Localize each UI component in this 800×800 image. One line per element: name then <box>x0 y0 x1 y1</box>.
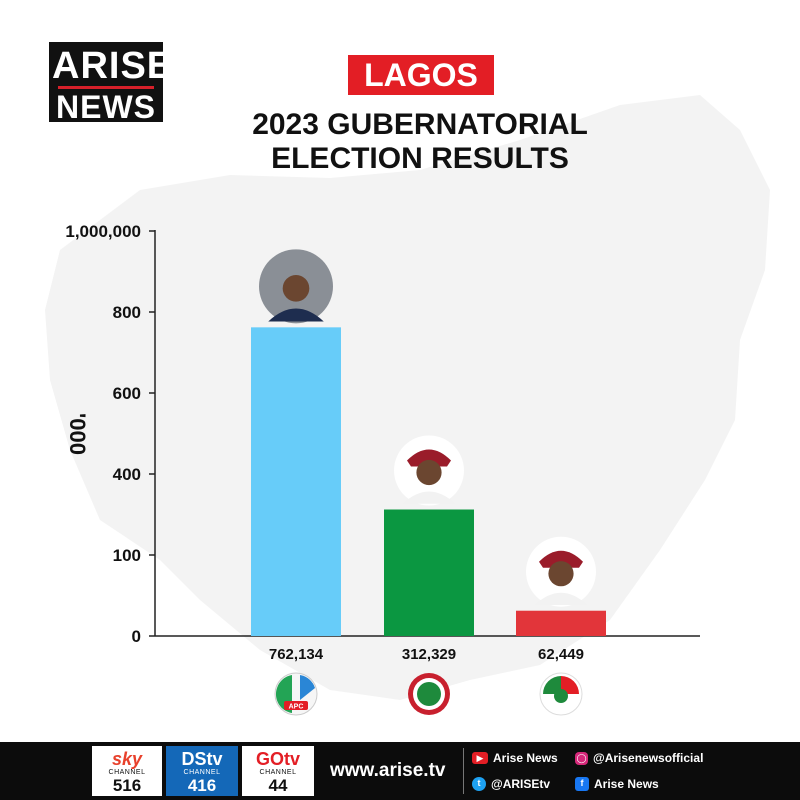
footer-divider <box>463 748 464 794</box>
region-label: LAGOS <box>348 55 494 95</box>
youtube-icon: ▶ <box>472 752 488 764</box>
y-tick-label: 100 <box>113 546 141 565</box>
y-tick-label: 1,000,000 <box>65 222 141 241</box>
chart-title-line-1: 2023 GUBERNATORIAL <box>252 108 588 141</box>
logo-line-2: NEWS <box>56 89 156 125</box>
social-instagram[interactable]: ◯ @Arisenewsofficial <box>575 751 703 765</box>
channel-gotv-label: CHANNEL <box>259 769 297 776</box>
y-tick-label: 400 <box>113 465 141 484</box>
channel-gotv-number: 44 <box>268 776 288 795</box>
y-tick-label: 800 <box>113 303 141 322</box>
social-twitter[interactable]: t @ARISEtv <box>472 777 550 791</box>
social-facebook[interactable]: f Arise News <box>575 777 659 791</box>
party-logo-apc: APC <box>274 672 318 716</box>
chart-title: 2023 GUBERNATORIAL ELECTION RESULTS <box>200 108 640 176</box>
y-tick-label: 0 <box>132 627 141 646</box>
channel-sky-label: CHANNEL <box>108 769 146 776</box>
y-tick-label: 600 <box>113 384 141 403</box>
party-logo-lp <box>408 673 450 715</box>
y-axis-label: '000 <box>65 413 90 455</box>
social-instagram-handle: @Arisenewsofficial <box>593 751 704 765</box>
chart-title-line-2: ELECTION RESULTS <box>271 142 569 175</box>
facebook-icon: f <box>575 777 589 791</box>
channel-sky-number: 516 <box>112 776 142 795</box>
party-logo-apc-text: APC <box>289 704 304 711</box>
channel-dstv-number: 416 <box>187 776 217 795</box>
candidate-portrait-pdp <box>526 536 596 607</box>
party-logo-pdp <box>539 672 583 716</box>
channel-dstv-brand: DStv <box>181 749 223 769</box>
arise-news-logo: ARISE NEWS <box>49 42 174 125</box>
social-facebook-handle: Arise News <box>594 777 659 791</box>
value-label: 62,449 <box>538 646 584 663</box>
channel-gotv: GOtv CHANNEL 44 <box>242 746 314 796</box>
logo-line-1: ARISE <box>52 45 174 87</box>
channel-sky-brand: sky <box>111 749 143 769</box>
channel-dstv: DStv CHANNEL 416 <box>166 746 238 796</box>
bar-pdp <box>516 610 606 636</box>
twitter-icon: t <box>472 777 486 791</box>
social-youtube-handle: Arise News <box>493 751 558 765</box>
bar-apc <box>251 327 341 636</box>
channel-dstv-label: CHANNEL <box>183 769 221 776</box>
value-label: 312,329 <box>402 646 456 663</box>
value-label: 762,134 <box>269 646 324 663</box>
social-youtube[interactable]: ▶ Arise News <box>472 751 558 765</box>
channel-gotv-brand: GOtv <box>255 749 300 769</box>
bar-lp <box>384 509 474 636</box>
channel-sky: sky CHANNEL 516 <box>92 746 162 796</box>
instagram-icon: ◯ <box>575 751 588 765</box>
footer-bar: sky CHANNEL 516 DStv CHANNEL 416 GOtv CH… <box>0 742 800 800</box>
social-twitter-handle: @ARISEtv <box>491 777 551 791</box>
bar-chart: 0 100 400 600 800 1,000,000 '000 762,134 312,32… <box>65 222 700 716</box>
nigeria-map-background <box>45 95 770 700</box>
candidate-portrait-lp <box>394 435 464 506</box>
website-link[interactable]: www.arise.tv <box>330 760 446 781</box>
logo-divider <box>58 86 154 89</box>
candidate-portrait-apc <box>259 249 333 324</box>
